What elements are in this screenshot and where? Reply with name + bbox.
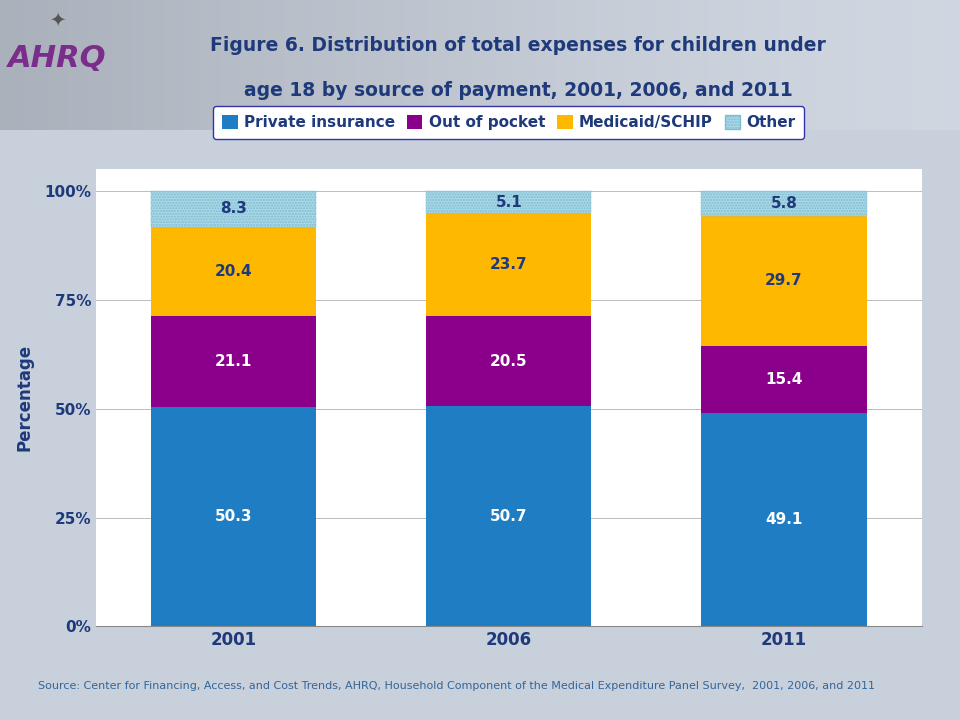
Bar [151, 227, 316, 315]
Bar [151, 408, 316, 626]
Text: 29.7: 29.7 [765, 274, 803, 289]
Bar [151, 315, 316, 408]
Text: 21.1: 21.1 [215, 354, 252, 369]
Text: 8.3: 8.3 [220, 201, 247, 216]
Text: 49.1: 49.1 [765, 512, 803, 527]
Bar [702, 346, 867, 413]
Text: 15.4: 15.4 [765, 372, 803, 387]
Text: 50.7: 50.7 [490, 508, 528, 523]
Text: ✦: ✦ [49, 10, 66, 29]
Y-axis label: Percentage: Percentage [15, 344, 33, 451]
Legend: Private insurance, Out of pocket, Medicaid/SCHIP, Other: Private insurance, Out of pocket, Medica… [213, 106, 804, 140]
Text: 5.1: 5.1 [495, 194, 522, 210]
Text: 5.8: 5.8 [771, 196, 798, 211]
Bar [702, 413, 867, 626]
Bar [426, 213, 591, 316]
Text: Source: Center for Financing, Access, and Cost Trends, AHRQ, Household Component: Source: Center for Financing, Access, an… [38, 681, 876, 691]
Text: Figure 6. Distribution of total expenses for children under: Figure 6. Distribution of total expenses… [210, 36, 827, 55]
Bar [151, 191, 316, 227]
Bar [702, 191, 867, 216]
Text: AHRQ: AHRQ [9, 44, 107, 73]
Bar [426, 316, 591, 405]
Text: 50.3: 50.3 [215, 509, 252, 524]
Bar [702, 216, 867, 346]
Text: age 18 by source of payment, 2001, 2006, and 2011: age 18 by source of payment, 2001, 2006,… [244, 81, 793, 100]
Bar [426, 191, 591, 213]
Text: 20.5: 20.5 [490, 354, 528, 369]
Text: 23.7: 23.7 [490, 257, 528, 272]
Text: 20.4: 20.4 [215, 264, 252, 279]
Bar [426, 405, 591, 626]
